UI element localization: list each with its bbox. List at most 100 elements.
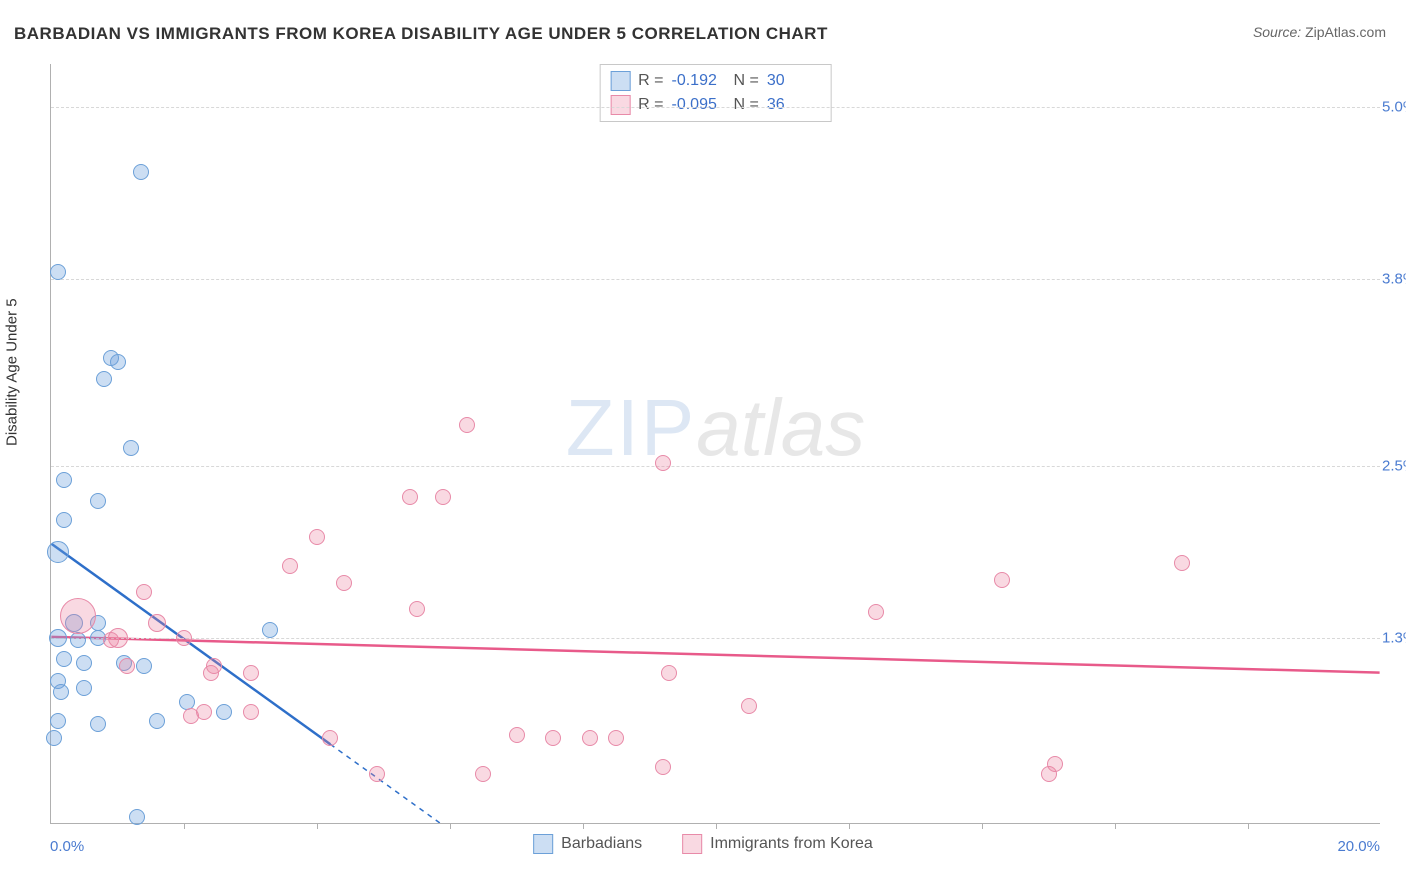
scatter-point — [70, 632, 86, 648]
scatter-point — [76, 655, 92, 671]
scatter-point — [136, 658, 152, 674]
scatter-point — [545, 730, 561, 746]
scatter-point — [868, 604, 884, 620]
x-tick-mark — [583, 823, 584, 829]
scatter-point — [655, 455, 671, 471]
x-tick-mark — [450, 823, 451, 829]
scatter-point — [216, 704, 232, 720]
scatter-point — [402, 489, 418, 505]
legend-item: Immigrants from Korea — [682, 834, 873, 854]
x-tick-mark — [184, 823, 185, 829]
scatter-point — [608, 730, 624, 746]
scatter-point — [53, 684, 69, 700]
r-value: -0.192 — [672, 69, 726, 93]
stats-row: R = -0.192 N = 30 — [610, 69, 821, 93]
y-tick-label: 2.5% — [1382, 457, 1406, 474]
scatter-point — [46, 730, 62, 746]
x-tick-mark — [1248, 823, 1249, 829]
scatter-point — [119, 658, 135, 674]
scatter-point — [90, 716, 106, 732]
scatter-point — [994, 572, 1010, 588]
x-axis-max-label: 20.0% — [1337, 838, 1380, 855]
scatter-point — [409, 601, 425, 617]
scatter-point — [50, 264, 66, 280]
scatter-point — [110, 354, 126, 370]
y-tick-label: 1.3% — [1382, 629, 1406, 646]
x-tick-mark — [982, 823, 983, 829]
scatter-point — [336, 575, 352, 591]
legend-swatch — [682, 834, 702, 854]
bottom-legend: Barbadians Immigrants from Korea — [533, 834, 873, 854]
scatter-point — [176, 630, 192, 646]
legend-swatch — [533, 834, 553, 854]
scatter-point — [103, 632, 119, 648]
x-tick-mark — [1115, 823, 1116, 829]
scatter-point — [309, 529, 325, 545]
scatter-point — [148, 614, 166, 632]
scatter-point — [475, 766, 491, 782]
legend-label: Barbadians — [561, 835, 642, 853]
gridline — [51, 279, 1380, 280]
stats-row: R = -0.095 N = 36 — [610, 93, 821, 117]
scatter-point — [136, 584, 152, 600]
scatter-point — [262, 622, 278, 638]
scatter-point — [582, 730, 598, 746]
scatter-point — [76, 680, 92, 696]
plot-area: ZIPatlas R =-0.192N =30R =-0.095N =36 1.… — [50, 64, 1380, 824]
scatter-point — [661, 665, 677, 681]
scatter-point — [49, 629, 67, 647]
x-tick-mark — [716, 823, 717, 829]
trend-line-extrapolated — [330, 744, 450, 823]
legend-swatch — [610, 71, 630, 91]
watermark: ZIPatlas — [566, 382, 865, 474]
scatter-point — [179, 694, 195, 710]
scatter-point — [50, 713, 66, 729]
gridline — [51, 466, 1380, 467]
x-tick-mark — [849, 823, 850, 829]
n-label: N = — [734, 69, 759, 93]
scatter-point — [1174, 555, 1190, 571]
scatter-point — [655, 759, 671, 775]
r-label: R = — [638, 69, 663, 93]
x-axis-min-label: 0.0% — [50, 838, 84, 855]
legend-item: Barbadians — [533, 834, 642, 854]
scatter-point — [369, 766, 385, 782]
scatter-point — [56, 651, 72, 667]
scatter-point — [243, 665, 259, 681]
scatter-point — [60, 598, 96, 634]
n-value: 36 — [767, 93, 821, 117]
scatter-point — [509, 727, 525, 743]
scatter-point — [129, 809, 145, 825]
scatter-point — [282, 558, 298, 574]
scatter-point — [435, 489, 451, 505]
y-axis-label: Disability Age Under 5 — [4, 298, 21, 446]
scatter-point — [149, 713, 165, 729]
scatter-point — [459, 417, 475, 433]
source-value: ZipAtlas.com — [1305, 24, 1386, 40]
scatter-point — [123, 440, 139, 456]
scatter-point — [90, 493, 106, 509]
gridline — [51, 107, 1380, 108]
x-tick-mark — [317, 823, 318, 829]
scatter-point — [206, 658, 222, 674]
n-value: 30 — [767, 69, 821, 93]
source-attribution: Source: ZipAtlas.com — [1253, 24, 1386, 40]
r-value: -0.095 — [672, 93, 726, 117]
y-tick-label: 5.0% — [1382, 99, 1406, 116]
watermark-atlas: atlas — [696, 383, 865, 472]
scatter-point — [47, 541, 69, 563]
scatter-point — [1047, 756, 1063, 772]
legend-swatch — [610, 95, 630, 115]
scatter-point — [741, 698, 757, 714]
gridline — [51, 638, 1380, 639]
scatter-point — [56, 512, 72, 528]
scatter-point — [96, 371, 112, 387]
n-label: N = — [734, 93, 759, 117]
scatter-point — [133, 164, 149, 180]
scatter-point — [56, 472, 72, 488]
watermark-zip: ZIP — [566, 383, 696, 472]
scatter-point — [243, 704, 259, 720]
r-label: R = — [638, 93, 663, 117]
stats-legend-box: R = -0.192 N = 30 R = -0.095 N = 36 — [599, 64, 832, 122]
source-label: Source: — [1253, 24, 1301, 40]
